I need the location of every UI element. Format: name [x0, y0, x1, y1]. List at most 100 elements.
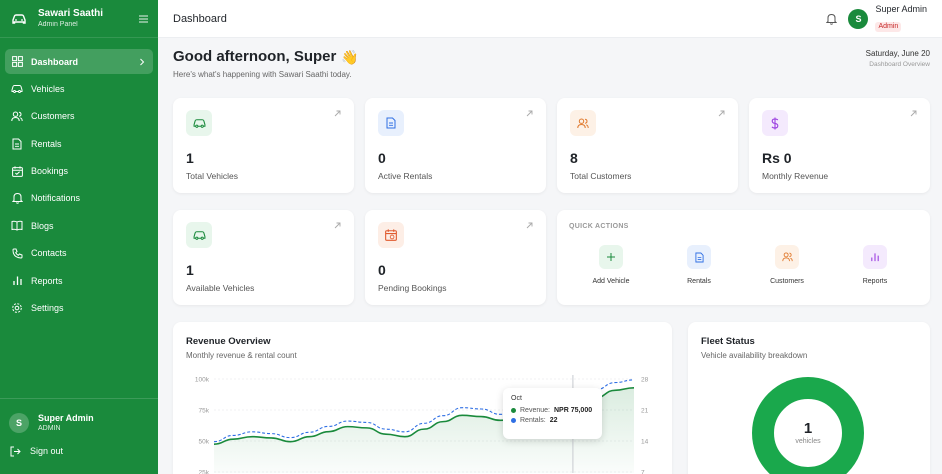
sidebar-item-contacts[interactable]: Contacts: [5, 241, 153, 266]
quick-action-rentals[interactable]: Rentals: [669, 245, 729, 285]
greeting-title: Good afternoon, Super: [173, 48, 337, 65]
y-right-tick-label: 28: [641, 377, 649, 384]
quick-actions-card: QUICK ACTIONS Add Vehicle Rentals Custom…: [557, 210, 930, 305]
greeting-subtitle: Here's what's happening with Sawari Saat…: [173, 70, 352, 79]
stat-value: 1: [186, 150, 194, 166]
car-icon: [186, 222, 212, 248]
file-icon: [378, 110, 404, 136]
revenue-title: Revenue Overview: [186, 336, 271, 347]
users-icon: [775, 245, 799, 269]
sidebar-item-settings[interactable]: Settings: [5, 296, 153, 321]
page-title: Dashboard: [173, 12, 227, 25]
arrow-up-right-icon[interactable]: [526, 110, 533, 117]
header-user[interactable]: Super Admin Admin: [875, 4, 927, 33]
sidebar-item-notifications[interactable]: Notifications: [5, 186, 153, 211]
date-display: Saturday, June 20 Dashboard Overview: [866, 49, 930, 68]
rentals-dot: [511, 418, 516, 423]
car-icon: [11, 83, 23, 95]
sidebar-item-label: Blogs: [31, 220, 54, 231]
sidebar-item-dashboard[interactable]: Dashboard: [5, 49, 153, 74]
stat-label: Monthly Revenue: [762, 171, 829, 181]
stat-label: Available Vehicles: [186, 283, 255, 293]
fleet-vehicle-label: vehicles: [795, 438, 821, 445]
brand-subtitle: Admin Panel: [38, 21, 78, 28]
quick-action-label: Reports: [862, 278, 888, 285]
stat-card-monthly-revenue[interactable]: Rs 0 Monthly Revenue: [749, 98, 930, 193]
sidebar: Sawari Saathi Admin Panel Dashboard Vehi…: [0, 0, 158, 474]
arrow-up-right-icon[interactable]: [718, 110, 725, 117]
y-right-tick-label: 14: [641, 439, 649, 446]
sign-out-label: Sign out: [30, 446, 64, 456]
sidebar-user-role: ADMIN: [38, 425, 61, 432]
sidebar-item-label: Vehicles: [31, 83, 65, 94]
brand-title: Sawari Saathi: [38, 8, 104, 19]
stat-card-active-rentals[interactable]: 0 Active Rentals: [365, 98, 546, 193]
file-icon: [687, 245, 711, 269]
bar-chart-icon: [863, 245, 887, 269]
bell-icon[interactable]: [824, 12, 838, 26]
stat-card-total-vehicles[interactable]: 1 Total Vehicles: [173, 98, 354, 193]
tooltip-rentals-label: Rentals:: [520, 417, 546, 424]
arrow-up-right-icon[interactable]: [910, 110, 917, 117]
avatar[interactable]: S: [848, 8, 869, 29]
gear-icon: [11, 302, 23, 314]
stat-value: 0: [378, 150, 386, 166]
quick-action-reports[interactable]: Reports: [845, 245, 905, 285]
stat-card-total-customers[interactable]: 8 Total Customers: [557, 98, 738, 193]
stat-label: Pending Bookings: [378, 283, 447, 293]
phone-icon: [11, 247, 23, 259]
sign-out-button[interactable]: Sign out: [0, 445, 158, 457]
stat-card-pending-bookings[interactable]: 0 Pending Bookings: [365, 210, 546, 305]
arrow-up-right-icon[interactable]: [526, 222, 533, 229]
sidebar-item-label: Dashboard: [31, 56, 79, 67]
sidebar-nav: Dashboard Vehicles Customers Rentals Boo…: [0, 38, 158, 321]
sidebar-item-blogs[interactable]: Blogs: [5, 213, 153, 238]
role-badge: Admin: [875, 22, 902, 32]
arrow-up-right-icon[interactable]: [334, 222, 341, 229]
stat-card-available-vehicles[interactable]: 1 Available Vehicles: [173, 210, 354, 305]
sidebar-item-label: Contacts: [31, 248, 67, 259]
sidebar-item-vehicles[interactable]: Vehicles: [5, 76, 153, 101]
menu-icon[interactable]: [137, 13, 149, 25]
quick-action-label: Rentals: [687, 278, 711, 285]
sidebar-item-label: Customers: [31, 111, 75, 122]
greeting: Good afternoon, Super 👋 Here's what's ha…: [173, 47, 359, 79]
sidebar-item-label: Reports: [31, 275, 63, 286]
sidebar-item-rentals[interactable]: Rentals: [5, 131, 153, 156]
stat-label: Total Customers: [570, 171, 632, 181]
stat-value: 8: [570, 150, 578, 166]
quick-action-add-vehicle[interactable]: Add Vehicle: [581, 245, 641, 285]
arrow-up-right-icon[interactable]: [334, 110, 341, 117]
sidebar-item-label: Rentals: [31, 138, 62, 149]
quick-actions-title: QUICK ACTIONS: [569, 223, 629, 230]
sidebar-footer: S Super Admin ADMIN Sign out: [0, 398, 158, 457]
quick-action-customers[interactable]: Customers: [757, 245, 817, 285]
y-right-tick-label: 7: [641, 470, 645, 474]
y-left-tick-label: 50k: [199, 439, 210, 446]
sidebar-item-bookings[interactable]: Bookings: [5, 159, 153, 184]
y-left-tick-label: 25k: [199, 470, 210, 474]
stat-value: 0: [378, 262, 386, 278]
y-left-tick-label: 100k: [195, 377, 210, 384]
sidebar-item-label: Notifications: [31, 193, 81, 204]
car-logo-icon: [9, 9, 29, 29]
date-subtitle: Dashboard Overview: [869, 61, 930, 68]
sidebar-item-label: Settings: [31, 303, 64, 314]
donut-slice-available[interactable]: [752, 377, 864, 474]
sidebar-item-customers[interactable]: Customers: [5, 104, 153, 129]
dollar-icon: [762, 110, 788, 136]
grid-icon: [11, 56, 23, 68]
plus-icon: [599, 245, 623, 269]
sidebar-item-label: Bookings: [31, 166, 69, 177]
sidebar-item-reports[interactable]: Reports: [5, 268, 153, 293]
stat-label: Active Rentals: [378, 171, 433, 181]
tooltip-revenue-value: NPR 75,000: [553, 407, 593, 414]
fleet-subtitle: Vehicle availability breakdown: [701, 351, 808, 360]
chevron-right-icon: [139, 58, 147, 66]
bar-chart-icon: [11, 275, 23, 287]
users-icon: [11, 110, 23, 122]
tooltip-rentals-value: 22: [549, 417, 558, 424]
quick-action-label: Customers: [770, 278, 804, 285]
